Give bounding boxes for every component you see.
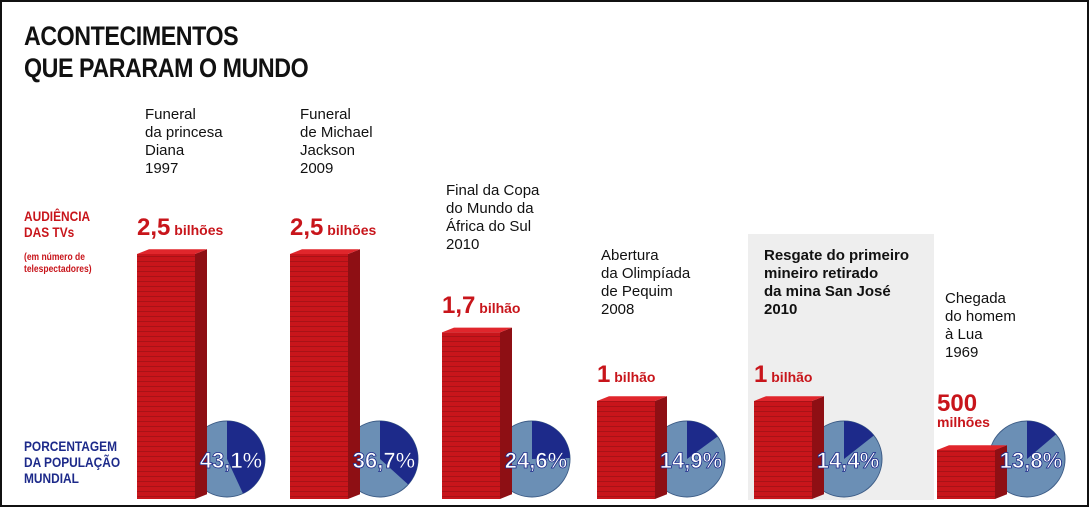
percent-label: 13,8% xyxy=(1000,448,1062,473)
audience-value-label: 500 milhões xyxy=(937,390,990,430)
value-number: 2,5 xyxy=(290,214,324,241)
bar-top xyxy=(442,327,512,333)
value-number: 1 xyxy=(754,361,768,388)
value-unit: milhões xyxy=(937,414,990,430)
value-unit: bilhões xyxy=(170,222,224,238)
population-label-line-1: PORCENTAGEM xyxy=(24,438,118,454)
audience-label-line-2: DAS TVs xyxy=(24,224,75,240)
title-line-2: QUE PARARAM O MUNDO xyxy=(24,53,309,83)
audience-value-label: 1,7 bilhão xyxy=(442,292,521,320)
event-name: Final da Copa do Mundo da África do Sul xyxy=(446,182,540,235)
event-group: 13,8% xyxy=(937,420,1066,499)
population-slice xyxy=(227,421,266,494)
bar-side xyxy=(195,249,207,499)
event-group: 14,9% xyxy=(597,396,726,499)
percent-label: 14,9% xyxy=(660,448,722,473)
audience-unit-note: (em número de telespectadores) xyxy=(24,252,92,276)
population-axis-label: PORCENTAGEM DA POPULAÇÃO MUNDIAL xyxy=(24,438,120,486)
event-year: 1997 xyxy=(145,160,179,177)
audience-label-line-1: AUDIÊNCIA xyxy=(24,208,91,224)
event-label: Abertura da Olimpíada de Pequim 2008 xyxy=(601,247,761,319)
event-group: 24,6% xyxy=(442,327,571,499)
percent-label: 43,1% xyxy=(200,448,262,473)
audience-axis-label: AUDIÊNCIA DAS TVs xyxy=(24,208,90,240)
population-slice xyxy=(844,421,874,459)
event-year: 2010 xyxy=(764,301,798,318)
population-slice xyxy=(1027,421,1056,459)
bar-texture xyxy=(442,332,500,499)
bar-top xyxy=(290,249,360,254)
value-unit: bilhão xyxy=(610,369,656,385)
event-name: Funeral da princesa Diana xyxy=(145,106,223,159)
audience-note-line-2: telespectadores) xyxy=(24,264,92,275)
event-group: 36,7% xyxy=(290,249,419,499)
population-label-line-2: DA POPULAÇÃO xyxy=(24,454,121,470)
population-slice xyxy=(687,421,718,459)
bar-side xyxy=(995,445,1007,499)
event-name: Chegada do homem à Lua xyxy=(945,290,1016,343)
population-slice xyxy=(532,421,570,459)
event-label: Funeral da princesa Diana 1997 xyxy=(145,106,305,178)
event-label: Resgate do primeiro mineiro retirado da … xyxy=(764,247,924,319)
value-number: 1 xyxy=(597,361,611,388)
population-label-line-3: MUNDIAL xyxy=(24,470,79,486)
audience-value-label: 1 bilhão xyxy=(754,361,812,389)
audience-value-label: 2,5 bilhões xyxy=(290,214,376,242)
event-group: 14,4% xyxy=(754,396,883,499)
population-slice xyxy=(380,421,418,485)
value-number: 1,7 xyxy=(442,292,476,320)
event-year: 2008 xyxy=(601,301,635,318)
title-line-1: ACONTECIMENTOS xyxy=(24,21,239,51)
percent-label: 36,7% xyxy=(353,448,415,473)
event-group: 43,1% xyxy=(137,249,266,499)
value-unit: bilhão xyxy=(475,300,521,317)
event-label: Funeral de Michael Jackson 2009 xyxy=(300,106,460,178)
audience-value-label: 1 bilhão xyxy=(597,361,655,389)
percent-label: 24,6% xyxy=(505,448,567,473)
value-unit: bilhões xyxy=(323,222,377,238)
event-year: 2009 xyxy=(300,160,334,177)
audience-note-line-1: (em número de xyxy=(24,252,85,263)
event-label: Final da Copa do Mundo da África do Sul 2… xyxy=(446,182,606,254)
bar-texture xyxy=(137,254,195,499)
chart-title: ACONTECIMENTOS QUE PARARAM O MUNDO xyxy=(24,20,309,84)
bar-top xyxy=(754,396,824,401)
event-name: Resgate do primeiro mineiro retirado da … xyxy=(764,247,910,300)
event-name: Abertura da Olimpíada de Pequim xyxy=(601,247,691,300)
bar-side xyxy=(655,396,667,499)
bar-top xyxy=(137,249,207,254)
event-year: 1969 xyxy=(945,344,979,361)
bar-side xyxy=(500,327,512,499)
bar-top xyxy=(597,396,667,401)
audience-value-label: 2,5 bilhões xyxy=(137,214,223,242)
bar-texture xyxy=(754,401,812,499)
bar-texture xyxy=(937,450,995,499)
event-name: Funeral de Michael Jackson xyxy=(300,106,373,159)
value-unit: bilhão xyxy=(767,369,813,385)
bar-top xyxy=(937,445,1007,450)
bar-side xyxy=(348,249,360,499)
bar-side xyxy=(812,396,824,499)
percent-label: 14,4% xyxy=(817,448,879,473)
event-label: Chegada do homem à Lua 1969 xyxy=(945,290,1087,362)
value-number: 500 xyxy=(937,390,978,417)
value-number: 2,5 xyxy=(137,214,171,241)
bar-texture xyxy=(597,401,655,499)
event-year: 2010 xyxy=(446,236,480,253)
bar-texture xyxy=(290,254,348,499)
